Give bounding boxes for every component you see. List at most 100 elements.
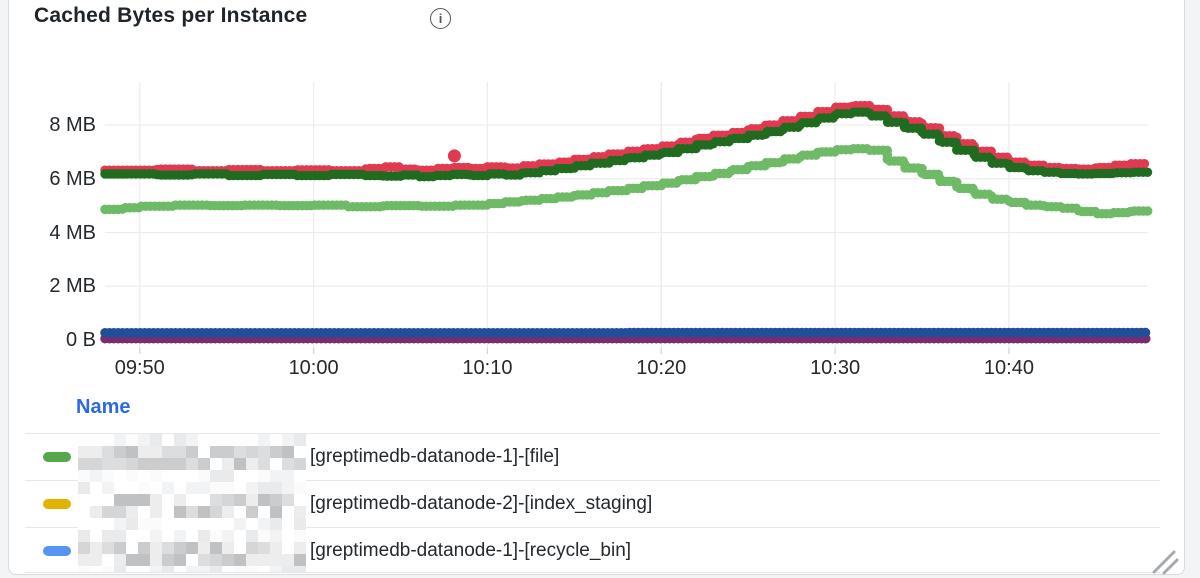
mosaic-cell xyxy=(90,494,102,506)
mosaic-cell xyxy=(174,566,186,572)
mosaic-cell xyxy=(258,554,270,566)
mosaic-cell xyxy=(234,458,246,470)
legend-row[interactable]: [greptimedb-datanode-2]-[index_staging] xyxy=(25,480,1160,527)
mosaic-cell xyxy=(150,530,162,542)
mosaic-cell xyxy=(150,494,162,506)
mosaic-cell xyxy=(294,482,306,494)
mosaic-cell xyxy=(138,470,150,482)
mosaic-cell xyxy=(162,482,174,494)
y-tick-label: 2 MB xyxy=(49,275,96,298)
mosaic-cell xyxy=(114,458,126,470)
mosaic-cell xyxy=(234,506,246,518)
series-dark-green xyxy=(100,107,1153,182)
mosaic-cell xyxy=(234,434,246,446)
info-icon[interactable]: i xyxy=(430,8,451,29)
mosaic-cell xyxy=(246,530,258,542)
mosaic-cell xyxy=(114,506,126,518)
mosaic-cell xyxy=(162,494,174,506)
mosaic-cell xyxy=(234,470,246,482)
series-red xyxy=(100,100,1153,176)
y-tick-label: 6 MB xyxy=(49,167,96,190)
mosaic-cell xyxy=(222,446,234,458)
mosaic-cell xyxy=(174,554,186,566)
mosaic-cell xyxy=(114,542,126,554)
mosaic-cell xyxy=(174,434,186,446)
mosaic-cell xyxy=(102,434,114,446)
mosaic-cell xyxy=(222,434,234,446)
mosaic-cell xyxy=(258,446,270,458)
mosaic-cell xyxy=(90,482,102,494)
y-tick-label: 8 MB xyxy=(49,114,96,136)
mosaic-cell xyxy=(210,566,222,572)
mosaic-cell xyxy=(246,554,258,566)
x-tick-label: 10:00 xyxy=(288,357,339,379)
mosaic-cell xyxy=(102,458,114,470)
mosaic-cell xyxy=(282,494,294,506)
mosaic-cell xyxy=(114,554,126,566)
mosaic-cell xyxy=(114,518,126,530)
legend-row[interactable]: [greptimedb-datanode-1]-[recycle_bin] xyxy=(25,527,1160,574)
mosaic-cell xyxy=(126,458,138,470)
mosaic-cell xyxy=(186,530,198,542)
legend-rows: [greptimedb-datanode-1]-[file] [greptimed… xyxy=(25,433,1160,574)
redacted-text-mosaic xyxy=(78,434,306,572)
legend-series-marker[interactable] xyxy=(43,499,71,509)
legend-name-header[interactable]: Name xyxy=(76,396,131,418)
mosaic-cell xyxy=(102,518,114,530)
mosaic-cell xyxy=(270,482,282,494)
mosaic-cell xyxy=(162,506,174,518)
mosaic-cell xyxy=(102,494,114,506)
legend-series-label[interactable]: [greptimedb-datanode-1]-[recycle_bin] xyxy=(310,540,632,561)
mosaic-cell xyxy=(234,554,246,566)
mosaic-cell xyxy=(294,458,306,470)
mosaic-cell xyxy=(246,458,258,470)
mosaic-cell xyxy=(174,518,186,530)
legend-series-marker[interactable] xyxy=(43,452,71,462)
mosaic-cell xyxy=(162,530,174,542)
mosaic-cell xyxy=(186,494,198,506)
mosaic-cell xyxy=(78,494,90,506)
legend-series-label[interactable]: [greptimedb-datanode-2]-[index_staging] xyxy=(310,493,653,514)
panel-title[interactable]: Cached Bytes per Instance xyxy=(34,4,308,27)
mosaic-cell xyxy=(174,542,186,554)
series-light-green xyxy=(100,143,1153,219)
mosaic-cell xyxy=(210,542,222,554)
mosaic-cell xyxy=(138,446,150,458)
mosaic-cell xyxy=(138,434,150,446)
mosaic-cell xyxy=(258,482,270,494)
mosaic-cell xyxy=(222,458,234,470)
outlier-point xyxy=(447,149,461,163)
mosaic-cell xyxy=(102,530,114,542)
mosaic-cell xyxy=(174,506,186,518)
mosaic-cell xyxy=(282,482,294,494)
mosaic-cell xyxy=(186,482,198,494)
timeseries-chart[interactable] xyxy=(0,0,1200,394)
mosaic-cell xyxy=(126,506,138,518)
legend-series-label[interactable]: [greptimedb-datanode-1]-[file] xyxy=(310,446,560,467)
mosaic-cell xyxy=(186,554,198,566)
mosaic-cell xyxy=(90,530,102,542)
mosaic-cell xyxy=(102,554,114,566)
mosaic-cell xyxy=(222,530,234,542)
mosaic-cell xyxy=(162,434,174,446)
mosaic-cell xyxy=(174,530,186,542)
mosaic-cell xyxy=(282,542,294,554)
mosaic-cell xyxy=(138,554,150,566)
mosaic-cell xyxy=(282,458,294,470)
mosaic-cell xyxy=(186,518,198,530)
mosaic-cell xyxy=(294,542,306,554)
mosaic-cell xyxy=(198,506,210,518)
mosaic-cell xyxy=(282,434,294,446)
x-tick-label: 10:10 xyxy=(462,357,513,379)
mosaic-cell xyxy=(210,446,222,458)
legend-row[interactable]: [greptimedb-datanode-1]-[file] xyxy=(25,433,1160,480)
mosaic-cell xyxy=(126,566,138,572)
mosaic-cell xyxy=(186,542,198,554)
panel-resize-handle[interactable] xyxy=(1148,546,1184,576)
mosaic-cell xyxy=(186,434,198,446)
legend-series-marker[interactable] xyxy=(43,546,71,556)
mosaic-cell xyxy=(126,530,138,542)
mosaic-cell xyxy=(78,518,90,530)
x-tick-label: 10:30 xyxy=(810,357,861,379)
